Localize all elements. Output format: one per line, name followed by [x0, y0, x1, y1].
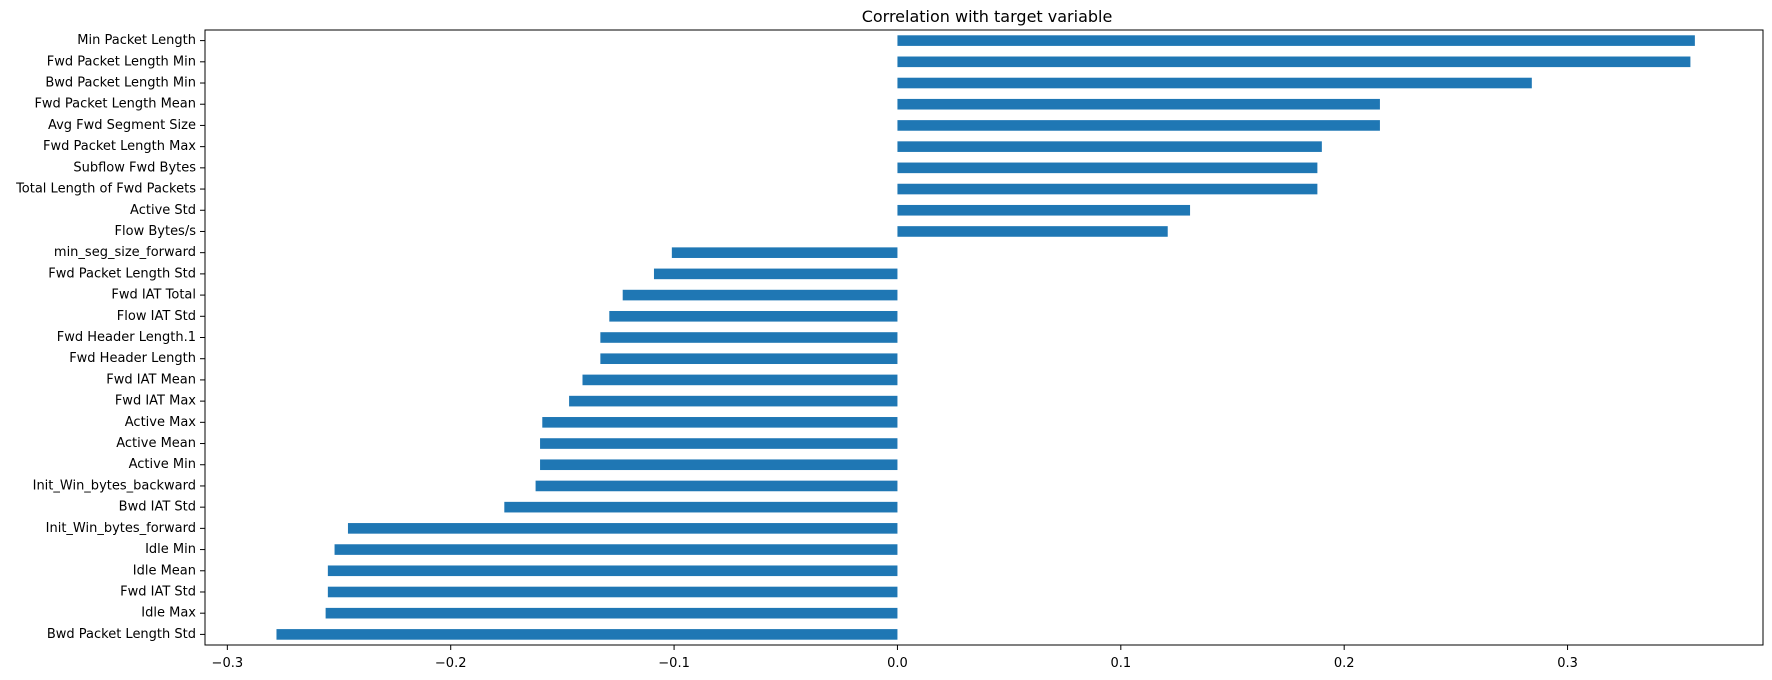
- y-tick-label: Init_Win_bytes_forward: [46, 521, 196, 536]
- y-tick-label: Fwd IAT Total: [111, 288, 196, 303]
- y-tick-label: Fwd Packet Length Std: [48, 266, 196, 281]
- y-tick-label: min_seg_size_forward: [54, 245, 196, 260]
- bar: [897, 226, 1168, 237]
- bar: [897, 183, 1318, 195]
- bar: [540, 438, 898, 449]
- y-tick-label: Fwd Packet Length Min: [47, 54, 196, 69]
- bar: [327, 586, 898, 598]
- bar: [504, 501, 898, 513]
- y-tick-label: Flow IAT Std: [117, 309, 196, 324]
- bar: [325, 607, 898, 619]
- bar: [600, 332, 898, 343]
- plot-frame: [204, 29, 1764, 646]
- y-tick-label: Fwd IAT Mean: [106, 372, 196, 387]
- bar: [897, 162, 1318, 174]
- bar: [897, 98, 1380, 110]
- y-tick-label: Init_Win_bytes_backward: [33, 478, 196, 493]
- x-tick-label: −0.3: [212, 656, 244, 671]
- y-tick-label: Bwd Packet Length Std: [47, 627, 196, 642]
- y-axis: Min Packet Length Fwd Packet Length Min Bw…: [15, 33, 205, 642]
- bar: [327, 565, 898, 577]
- bar: [582, 374, 898, 386]
- bar: [653, 268, 898, 280]
- bar: [347, 523, 898, 534]
- y-tick-label: Fwd Header Length: [69, 351, 196, 366]
- bars: [276, 35, 1695, 640]
- y-tick-label: Idle Max: [141, 606, 196, 621]
- x-tick-label: 0.3: [1557, 656, 1578, 671]
- bar: [569, 395, 898, 407]
- y-tick-label: Subflow Fwd Bytes: [73, 160, 196, 175]
- x-tick-label: 0.0: [887, 656, 908, 671]
- y-tick-label: Total Length of Fwd Packets: [15, 182, 196, 197]
- bar: [897, 35, 1695, 46]
- bar: [897, 141, 1322, 152]
- y-tick-label: Fwd Packet Length Mean: [34, 97, 196, 112]
- x-axis: −0.3 −0.2 −0.1 0.0 0.1 0.2 0.3: [212, 645, 1578, 671]
- x-tick-label: −0.1: [658, 656, 690, 671]
- bar: [600, 353, 898, 365]
- bar: [535, 480, 898, 492]
- bar: [276, 629, 898, 640]
- bar: [622, 289, 898, 301]
- y-tick-label: Fwd IAT Max: [115, 394, 196, 409]
- y-tick-label: Active Std: [130, 203, 196, 218]
- y-tick-label: Flow Bytes/s: [115, 224, 197, 239]
- y-tick-label: Fwd Header Length.1: [57, 330, 196, 345]
- y-tick-label: Avg Fwd Segment Size: [48, 118, 196, 133]
- y-tick-label: Fwd IAT Std: [120, 584, 196, 599]
- y-tick-label: Active Min: [129, 457, 196, 472]
- bar: [897, 120, 1380, 131]
- y-tick-label: Bwd Packet Length Min: [45, 76, 196, 91]
- bar: [542, 417, 898, 428]
- y-tick-label: Bwd IAT Std: [119, 500, 196, 515]
- y-tick-label: Active Mean: [116, 436, 196, 451]
- bar: [897, 56, 1691, 68]
- bar: [334, 544, 898, 555]
- y-tick-label: Idle Min: [145, 542, 196, 557]
- y-tick-label: Active Max: [125, 415, 197, 430]
- bar: [540, 459, 898, 471]
- x-tick-label: 0.2: [1334, 656, 1355, 671]
- bar: [897, 77, 1532, 89]
- chart-title: Correlation with target variable: [862, 7, 1113, 26]
- x-tick-label: −0.2: [435, 656, 467, 671]
- bar: [609, 310, 898, 322]
- y-tick-label: Fwd Packet Length Max: [43, 139, 196, 154]
- y-tick-label: Min Packet Length: [77, 33, 196, 48]
- x-tick-label: 0.1: [1110, 656, 1131, 671]
- y-tick-label: Idle Mean: [133, 563, 196, 578]
- bar: [671, 247, 898, 258]
- bar: [897, 204, 1191, 216]
